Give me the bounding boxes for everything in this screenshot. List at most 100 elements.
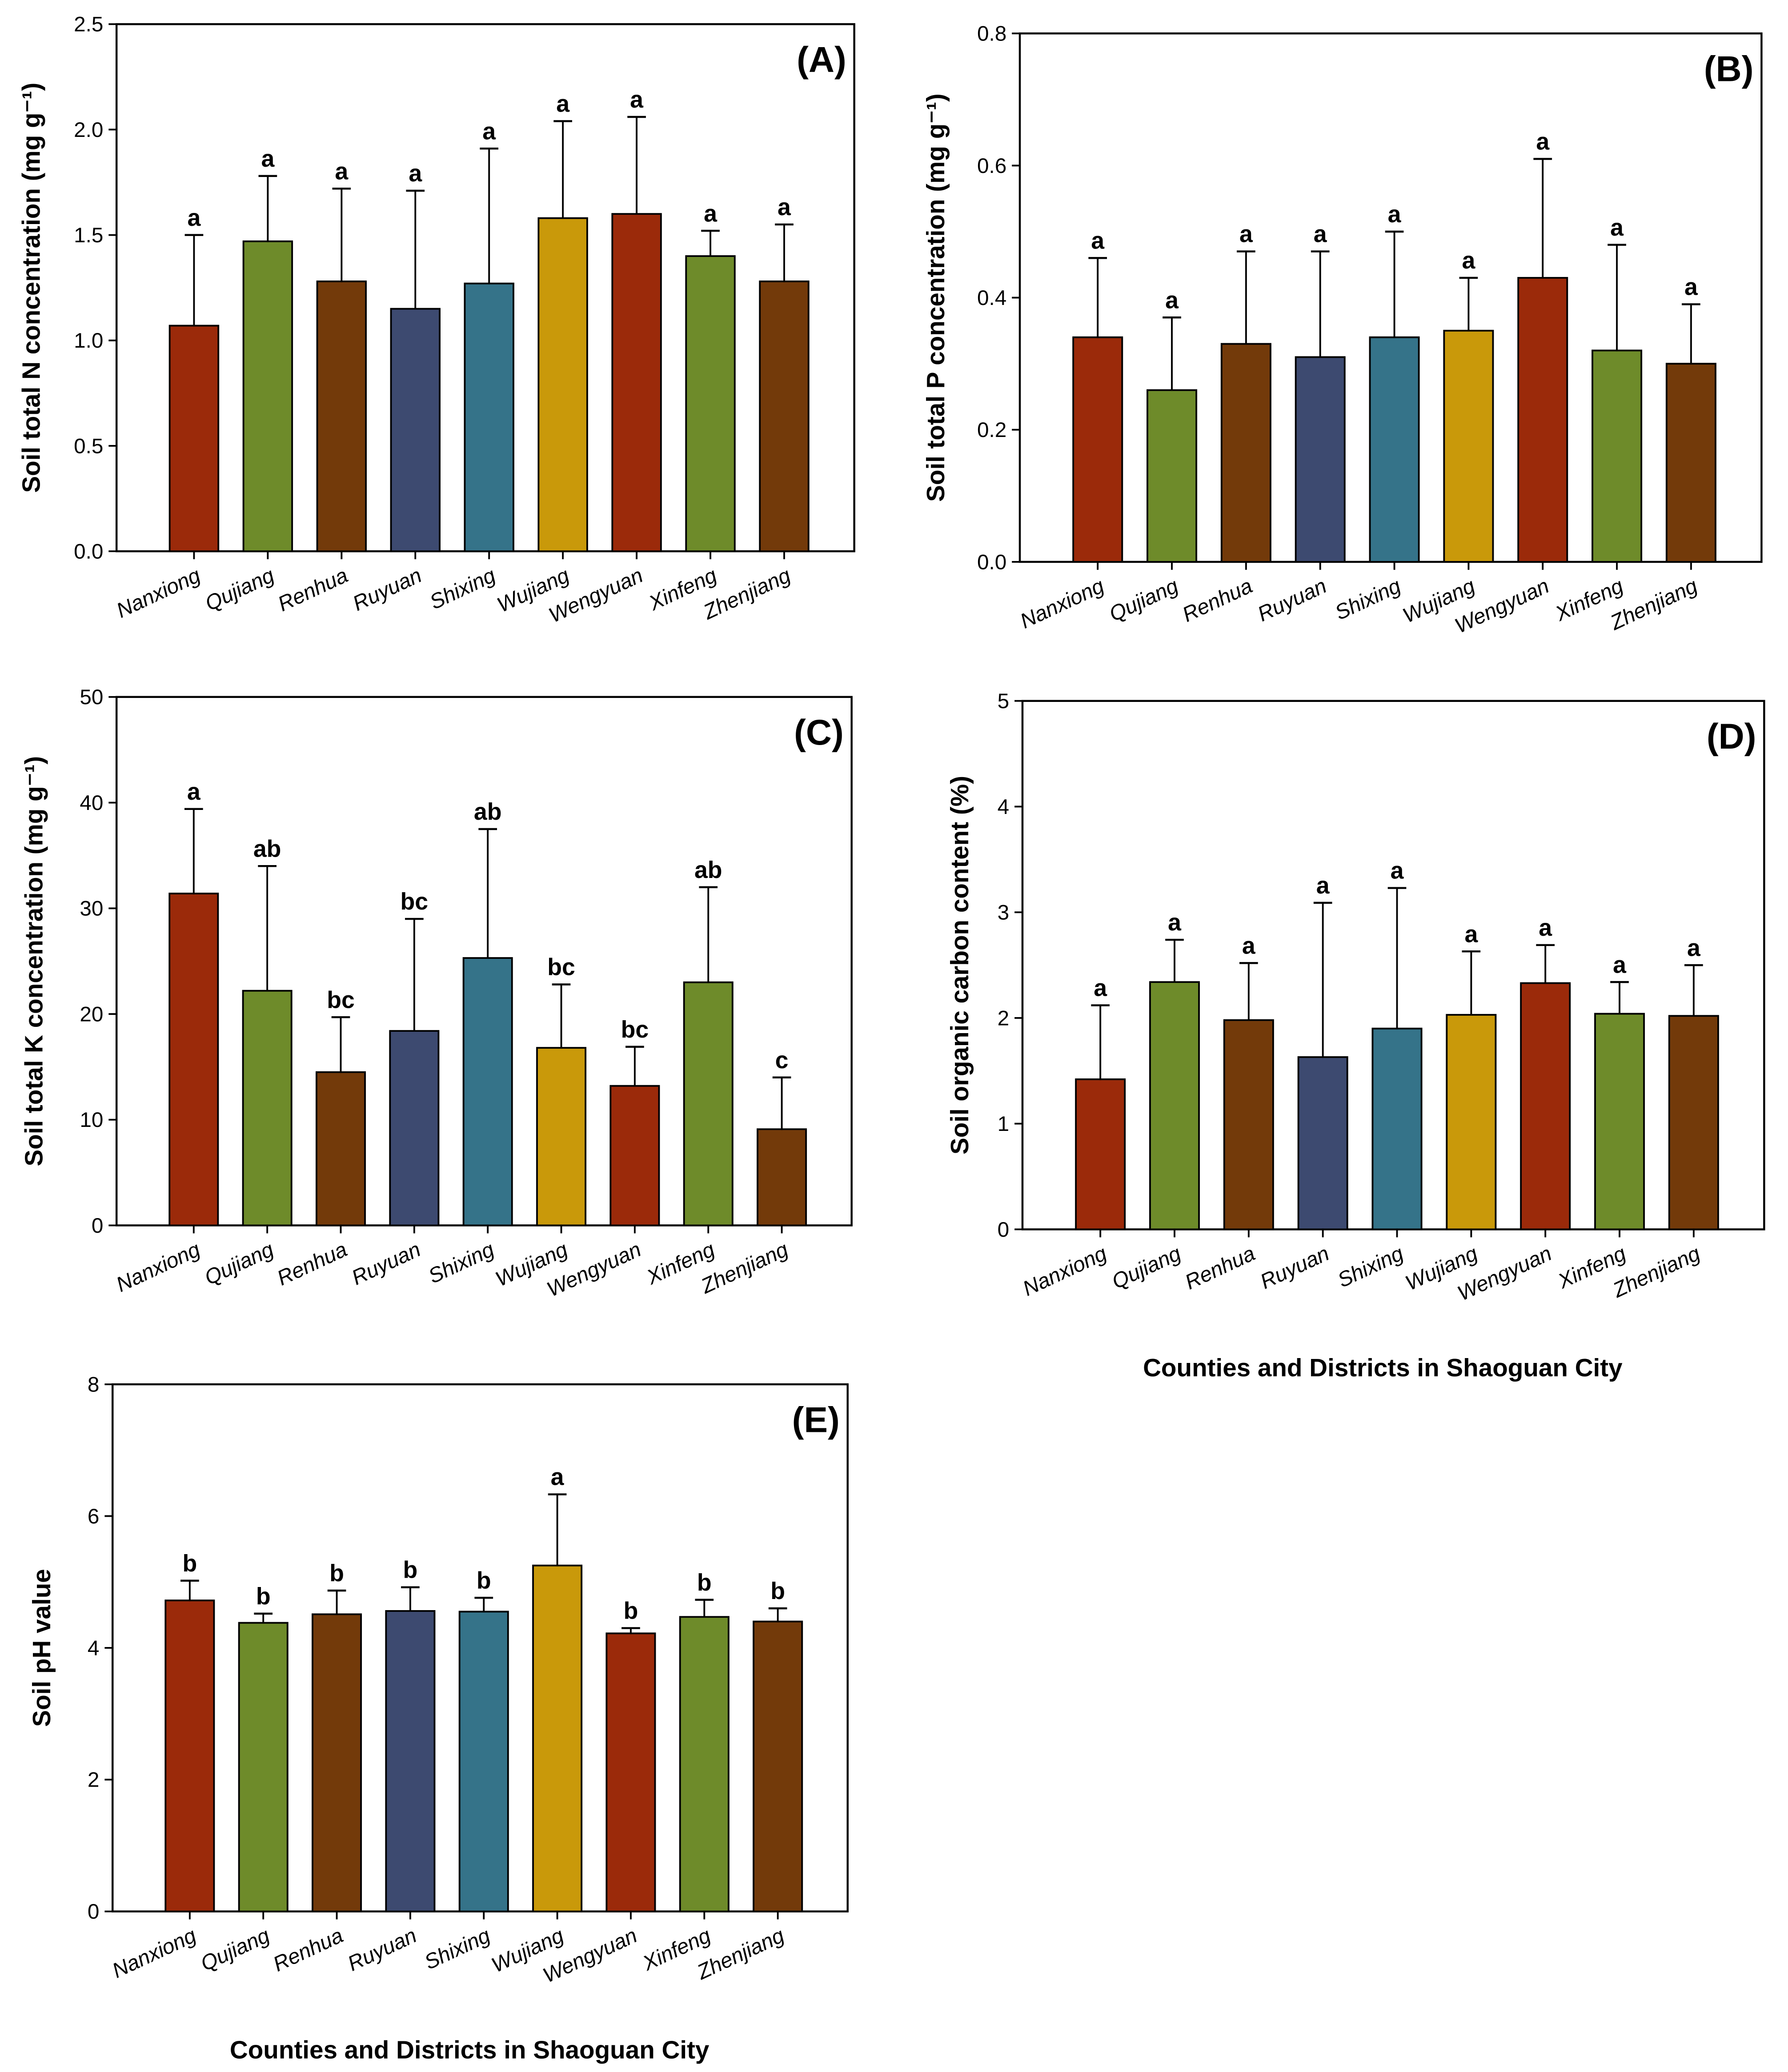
x-tick-label: Qujiang [1108,1242,1185,1294]
bar-qujiang [1149,981,1200,1230]
significance-letter: bc [621,1016,649,1043]
bar-renhua [315,1071,366,1226]
chart-panel-e: 0 2 4 6 8 Soil pH value (E) b Nanxiong b Qujiang b R… [28,1373,849,2064]
panel-label: (D) [1707,717,1756,757]
significance-letter: a [551,1464,565,1491]
significance-letter: a [630,86,644,113]
y-tick-label: 5 [998,689,1010,713]
y-axis-label: Soil total K concentration (mg g⁻¹) [20,756,48,1166]
significance-letter: a [1391,858,1404,884]
significance-letter: a [1094,975,1107,1002]
significance-letter: a [1165,287,1179,313]
y-tick-label: 3 [998,901,1010,925]
y-tick-label: 2.0 [74,118,103,142]
significance-letter: a [778,194,791,220]
bar-ruyuan [1297,1056,1348,1230]
significance-letter: a [1314,221,1327,248]
y-axis-label: Soil total N concentration (mg g⁻¹) [17,83,45,493]
bar-xinfeng [683,981,734,1226]
bar-xinfeng [1592,349,1643,563]
x-tick-label: Nanxiong [1017,574,1108,633]
significance-letter: a [1462,247,1475,274]
bar-wengyuan [605,1632,656,1912]
bar-nanxiong [168,893,219,1226]
x-tick-label: Shixing [1331,574,1405,625]
significance-letter: a [409,160,422,187]
bar-nanxiong [1075,1078,1126,1230]
bar-ruyuan [389,1030,440,1226]
significance-letter: a [1536,128,1550,155]
x-tick-label: Renhua [273,1238,351,1290]
significance-letter: b [697,1569,712,1596]
significance-letter: a [1464,921,1478,947]
y-tick-label: 0.2 [977,418,1006,442]
bar-qujiang [238,1622,289,1912]
bar-nanxiong [168,325,220,553]
significance-letter: ab [253,835,281,862]
y-tick-label: 0.5 [74,434,103,458]
y-tick-label: 4 [998,795,1010,819]
bar-renhua [1220,343,1271,563]
x-tick-label: Shixing [421,1924,494,1974]
bar-qujiang [242,240,293,553]
y-axis-label: Soil organic carbon content (%) [946,776,974,1154]
bar-shixing [1369,336,1420,563]
bar-zhenjiang [1665,363,1716,563]
chart-panel-c: 0 10 20 30 40 50 Soil total K concentration (m… [20,685,853,1302]
y-tick-label: 50 [80,685,103,709]
y-tick-label: 20 [80,1002,103,1026]
x-tick-label: Renhua [274,564,352,617]
bar-zhenjiang [759,281,810,553]
significance-letter: b [624,1598,638,1624]
bar-renhua [312,1613,362,1912]
x-tick-label: Shixing [1334,1242,1407,1292]
bar-wujiang [532,1564,583,1912]
chart-panel-a: 0.0 0.5 1.0 1.5 2.0 2.5 Soil total N concentra… [17,13,855,628]
x-tick-label: Ruyuan [348,1238,424,1290]
bar-nanxiong [164,1599,215,1912]
bar-zhenjiang [1668,1015,1719,1230]
y-tick-label: 2.5 [74,13,103,36]
significance-letter: ab [474,798,502,825]
x-tick-label: Qujiang [201,1238,277,1290]
bar-qujiang [242,990,293,1226]
bar-xinfeng [685,255,736,553]
significance-letter: a [1687,934,1701,961]
bar-ruyuan [390,308,441,553]
bar-wengyuan [1517,277,1568,563]
x-axis-title: Counties and Districts in Shaoguan City [230,2036,710,2064]
x-tick-label: Qujiang [202,563,278,616]
significance-letter: b [256,1583,271,1610]
y-tick-label: 0.4 [977,286,1006,310]
x-tick-label: Nanxiong [108,1924,200,1983]
significance-letter: a [1242,932,1256,959]
panel-label: (B) [1704,49,1754,89]
y-tick-label: 8 [88,1373,100,1396]
y-tick-label: 2 [88,1768,100,1792]
significance-letter: a [1610,214,1624,241]
y-tick-label: 0.6 [977,154,1006,178]
significance-letter: bc [547,954,575,981]
panel-label: (C) [794,713,844,753]
significance-letter: b [182,1550,197,1577]
x-tick-label: Nanxiong [112,1238,204,1297]
x-tick-label: Nanxiong [1019,1242,1110,1301]
x-tick-label: Qujiang [197,1924,273,1976]
significance-letter: a [1091,228,1105,254]
bar-wengyuan [609,1085,660,1226]
significance-letter: a [556,91,570,117]
x-tick-label: Ruyuan [1254,574,1330,626]
x-axis-title: Counties and Districts in Shaoguan City [1143,1354,1623,1382]
bar-renhua [316,281,367,553]
significance-letter: b [403,1557,418,1583]
bar-ruyuan [1295,356,1346,563]
significance-letter: a [1684,274,1698,301]
y-axis-label: Soil pH value [28,1569,56,1727]
bar-wengyuan [1520,982,1571,1230]
panel-label: (A) [797,40,846,80]
y-tick-label: 0 [92,1214,104,1238]
bar-shixing [458,1611,509,1912]
y-tick-label: 1.0 [74,329,103,353]
y-tick-label: 0 [998,1218,1010,1242]
y-tick-label: 0 [88,1900,100,1924]
